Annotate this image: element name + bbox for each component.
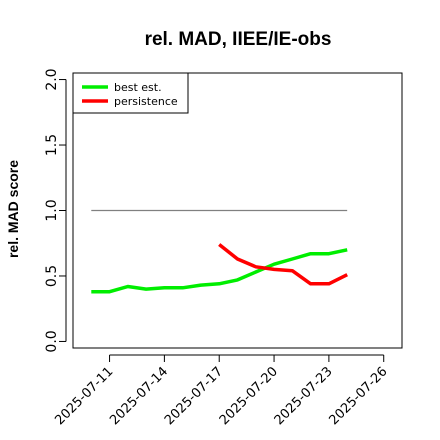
x-tick-label: 2025-07-11	[52, 364, 116, 428]
legend-label: persistence	[114, 95, 178, 108]
y-tick-label: 1.0	[44, 199, 60, 221]
x-tick-label: 2025-07-17	[162, 364, 226, 428]
series-line-best-est	[91, 248, 348, 294]
series-line-persistence	[218, 243, 348, 286]
plot-frame	[72, 72, 403, 349]
y-tick-label: 2.0	[44, 68, 60, 90]
x-tick-label: 2025-07-26	[327, 364, 391, 428]
y-axis: 0.0 0.5 1.0 1.5 2.0	[44, 68, 67, 353]
series-layer	[91, 243, 348, 294]
x-tick-label: 2025-07-23	[272, 364, 336, 428]
legend: best est.persistence	[72, 72, 189, 114]
legend-box	[72, 72, 189, 114]
chart-title: rel. MAD, IIEE/IE-obs	[145, 29, 332, 50]
y-tick-label: 0.5	[44, 265, 60, 287]
legend-label: best est.	[114, 81, 162, 94]
y-tick-label: 1.5	[44, 134, 60, 156]
y-axis-label: rel. MAD score	[5, 160, 21, 258]
x-tick-label: 2025-07-20	[217, 364, 281, 428]
x-axis: 2025-07-112025-07-142025-07-172025-07-20…	[52, 354, 391, 428]
x-tick-label: 2025-07-14	[107, 364, 171, 428]
y-tick-label: 0.0	[44, 330, 60, 352]
